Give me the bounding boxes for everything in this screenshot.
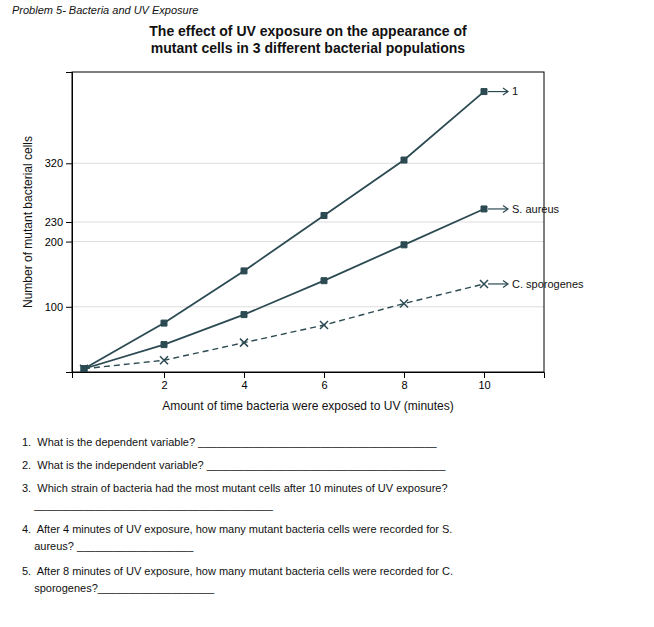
y-axis: 100 200 230 320 [45,73,73,373]
legend-label: S. aureus [512,203,560,215]
tick-mark [66,222,72,223]
tick-mark [484,372,485,378]
marker [481,206,487,212]
tick-mark [66,307,72,308]
line [84,92,484,369]
tick-label: 320 [45,157,63,169]
legend: 1 S. aureus C. sporogenes [488,85,584,289]
tick-mark [66,242,72,243]
marker [480,280,488,288]
question: 3. Which strain of bacteria had the most… [22,482,448,494]
tick: 6 [321,372,327,391]
legend-arrow-shaft [488,91,508,92]
tick-label: 230 [45,216,63,228]
grid [72,163,544,306]
axis-line [73,373,545,379]
tick-label: 2 [161,379,167,391]
legend-arrow-head [503,88,508,95]
title: The effect of UV exposure on the appeara… [149,23,467,56]
tick-mark [164,372,165,378]
marker [160,356,168,364]
grid-line [72,241,544,242]
tick-mark [66,163,72,164]
plot-area [80,89,488,372]
marker [401,242,407,248]
tick-mark [404,372,405,378]
legend-arrow-shaft [488,283,508,284]
question: 5. After 8 minutes of UV exposure, how m… [22,565,453,577]
marker [481,89,487,95]
legend-arrow [488,88,508,95]
top-label: Problem 5- Bacteria and UV Exposure [12,4,198,16]
chart: Problem 5- Bacteria and UV Exposure The e… [0,0,654,627]
tick: 10 [478,372,490,391]
tick-mark [324,372,325,378]
title-line: mutant cells in 3 different bacterial po… [151,40,465,56]
axis-line [66,73,73,373]
marker [321,212,327,218]
tick-label: 4 [241,379,247,391]
marker [320,321,328,329]
x-axis-label: Amount of time bacteria were exposed to … [162,399,453,413]
tick: 4 [241,372,247,391]
marker [401,157,407,163]
series [81,89,487,372]
marker [241,312,247,318]
legend-arrow-shaft [488,208,508,209]
legend-arrow [488,205,508,212]
question: sporogenes?___________________ [22,582,215,594]
grid-line [72,163,544,164]
tick-label: 200 [45,236,63,248]
question: _______________________________________ [22,499,274,511]
tick-label: 6 [321,379,327,391]
legend-label: C. sporogenes [512,278,584,290]
line [84,284,484,369]
marker [400,300,408,308]
plot-frame [72,72,544,372]
grid-line [72,222,544,223]
line [84,209,484,369]
series [80,280,488,372]
question: aureus? ___________________ [22,540,194,552]
marker [240,339,248,347]
question: 1. What is the dependent variable? _____… [22,436,438,448]
legend-arrow [488,280,508,287]
marker [161,320,167,326]
grid-line [72,306,544,307]
marker [241,268,247,274]
tick-label: 8 [401,379,407,391]
x-axis: 2 4 6 8 10 [73,372,545,391]
tick: 100 [45,301,72,313]
tick: 230 [45,216,72,228]
tick: 320 [45,157,72,169]
tick: 2 [161,372,167,391]
marker [161,342,167,348]
tick-mark [244,372,245,378]
tick-label: 10 [478,379,490,391]
question: 4. After 4 minutes of UV exposure, how m… [22,523,452,535]
tick: 8 [401,372,407,391]
questions: 1. What is the dependent variable? _____… [22,436,453,594]
tick-label: 100 [45,301,63,313]
y-axis-label: Number of mutant bacterial cells [21,136,35,308]
question: 2. What is the independent variable? ___… [22,459,446,471]
legend-arrow-head [503,280,508,287]
tick: 200 [45,236,72,248]
title-line: The effect of UV exposure on the appeara… [149,23,467,39]
marker [321,278,327,284]
marker [80,365,88,372]
legend-label: 1 [512,85,518,97]
series [81,206,487,372]
legend-arrow-head [503,205,508,212]
